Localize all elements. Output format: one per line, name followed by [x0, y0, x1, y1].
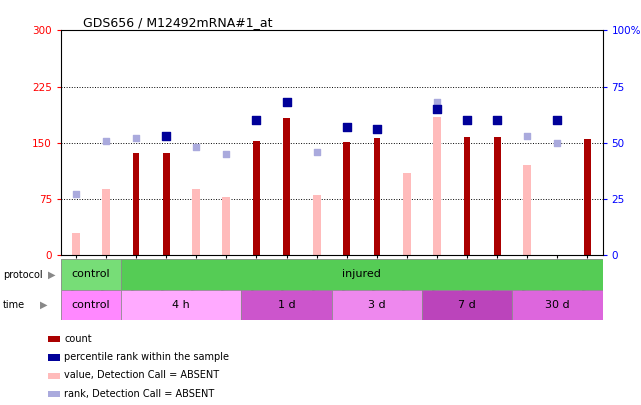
Text: ▶: ▶	[40, 300, 47, 309]
Bar	[133, 153, 140, 255]
Point	[221, 151, 231, 157]
Bar	[253, 141, 260, 255]
Bar	[242, 290, 332, 320]
Bar	[313, 195, 320, 255]
Point	[312, 149, 322, 155]
Point	[71, 191, 81, 198]
Text: value, Detection Call = ABSENT: value, Detection Call = ABSENT	[64, 371, 219, 380]
Text: 3 d: 3 d	[368, 300, 386, 310]
Point	[553, 139, 563, 146]
Bar	[464, 137, 470, 255]
Point	[251, 117, 262, 124]
Text: injured: injured	[342, 269, 381, 279]
Point	[462, 117, 472, 124]
Text: 1 d: 1 d	[278, 300, 296, 310]
Point	[101, 137, 111, 144]
Text: ▶: ▶	[48, 270, 56, 279]
Bar	[192, 189, 200, 255]
Bar	[61, 290, 121, 320]
Point	[492, 117, 503, 124]
Text: control: control	[72, 269, 110, 279]
Point	[432, 99, 442, 106]
Bar	[121, 290, 242, 320]
Text: 30 d: 30 d	[545, 300, 570, 310]
Bar	[433, 117, 441, 255]
Bar	[344, 142, 350, 255]
Bar	[374, 138, 380, 255]
Point	[372, 126, 382, 132]
Point	[432, 106, 442, 112]
Bar	[584, 139, 591, 255]
Text: GDS656 / M12492mRNA#1_at: GDS656 / M12492mRNA#1_at	[83, 16, 273, 29]
Bar	[222, 197, 230, 255]
Bar	[512, 290, 603, 320]
Text: control: control	[72, 300, 110, 310]
Bar	[403, 173, 411, 255]
Text: percentile rank within the sample: percentile rank within the sample	[64, 352, 229, 362]
Point	[191, 144, 201, 151]
Text: 7 d: 7 d	[458, 300, 476, 310]
Bar	[524, 165, 531, 255]
Bar	[583, 195, 592, 255]
Bar	[61, 259, 121, 290]
Text: count: count	[64, 334, 92, 344]
Bar	[102, 189, 110, 255]
Text: 4 h: 4 h	[172, 300, 190, 310]
Text: time: time	[3, 300, 26, 309]
Bar	[121, 259, 603, 290]
Bar	[283, 118, 290, 255]
Point	[342, 124, 352, 130]
Text: rank, Detection Call = ABSENT: rank, Detection Call = ABSENT	[64, 389, 214, 399]
Point	[522, 133, 533, 139]
Point	[131, 135, 141, 141]
Point	[553, 117, 563, 124]
Text: protocol: protocol	[3, 270, 43, 279]
Point	[161, 133, 171, 139]
Point	[281, 99, 292, 106]
Bar	[163, 153, 169, 255]
Bar	[72, 232, 80, 255]
Bar	[494, 137, 501, 255]
Bar	[332, 290, 422, 320]
Bar	[422, 290, 512, 320]
